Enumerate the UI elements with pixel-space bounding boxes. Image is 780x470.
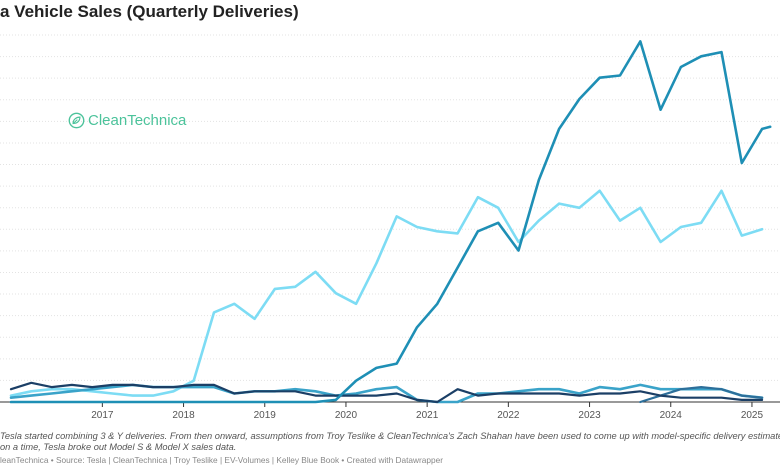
x-tick-label: 2018 — [172, 410, 195, 421]
series-line-model-3 — [9, 189, 764, 397]
chart-title: a Vehicle Sales (Quarterly Deliveries) — [0, 2, 299, 21]
watermark-logo: CleanTechnica — [68, 112, 186, 129]
x-axis-ticks: 2017 2018 2019 2020 2021 2022 2023 2024 2025 — [91, 402, 764, 421]
series-line-model-y — [9, 40, 772, 404]
series-line-model-s — [9, 381, 764, 404]
x-tick-label: 2022 — [497, 410, 520, 421]
leaf-icon — [68, 112, 85, 129]
footnote-line-1: Tesla started combining 3 & Y deliveries… — [0, 431, 780, 441]
x-tick-label: 2019 — [254, 410, 277, 421]
gridlines — [0, 34, 780, 403]
footnote-line-2: on a time, Tesla broke out Model S & Mod… — [0, 442, 237, 452]
line-chart: 2017 2018 2019 2020 2021 2022 2023 2024 2025 — [0, 34, 780, 421]
x-tick-label: 2023 — [578, 410, 601, 421]
x-tick-label: 2017 — [91, 410, 114, 421]
x-tick-label: 2024 — [660, 410, 683, 421]
source-credits: leanTechnica • Source: Tesla | CleanTech… — [0, 455, 444, 465]
series-lines — [9, 40, 772, 404]
x-tick-label: 2025 — [741, 410, 764, 421]
x-tick-label: 2020 — [335, 410, 358, 421]
x-tick-label: 2021 — [416, 410, 439, 421]
footnote: Tesla started combining 3 & Y deliveries… — [0, 431, 780, 453]
logo-text: CleanTechnica — [88, 112, 187, 129]
